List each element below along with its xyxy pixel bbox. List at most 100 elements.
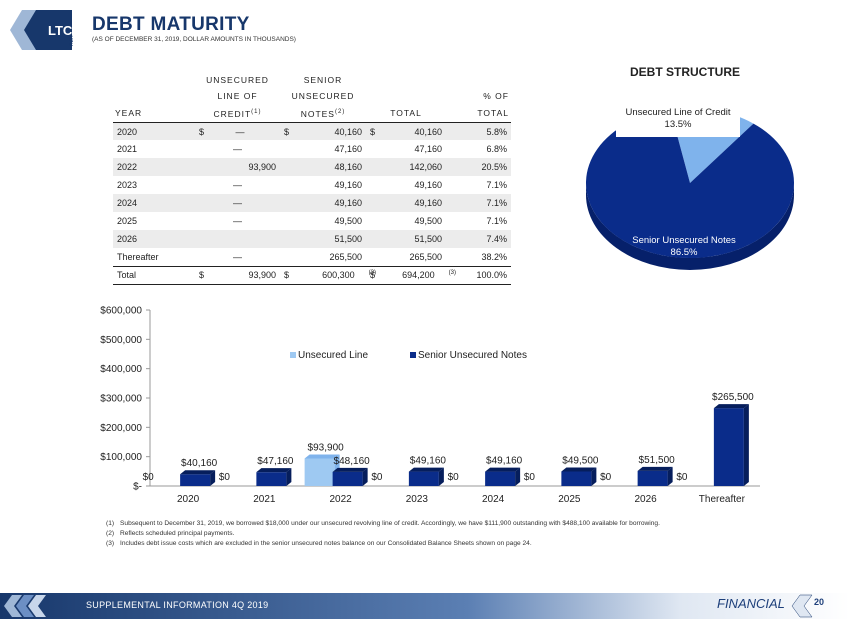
cell-year: 2025	[117, 216, 138, 227]
cell-notes: 49,160	[334, 180, 362, 191]
cell-credit	[195, 230, 280, 249]
header-credit-2: LINE OF	[217, 91, 258, 101]
cell-pct: 20.5%	[446, 158, 511, 177]
cell-pct: 38.2%	[481, 252, 507, 263]
data-label-senior-notes: $49,160	[410, 456, 447, 467]
x-tick-label: 2026	[635, 494, 658, 505]
footnote-1: (1) Subsequent to December 31, 2019, we b…	[106, 520, 660, 527]
ltc-logo: LTC REIT	[10, 10, 75, 50]
pie-label-senior-notes: Senior Unsecured Notes	[632, 235, 736, 246]
debt-maturity-bar-chart: $- $100,000 $200,000 $300,000 $400,000 $500,0…	[100, 306, 760, 505]
cell-total: 47,160	[414, 144, 442, 155]
cell-notes: 265,500	[329, 252, 362, 263]
header-notes-1: SENIOR	[303, 75, 343, 85]
page-number: 20	[814, 597, 825, 607]
data-label-senior-notes: $49,160	[486, 456, 523, 467]
data-label-unsecured-line: $0	[600, 472, 612, 483]
cell-year: 2026	[113, 230, 195, 249]
x-tick-label: 2024	[482, 494, 505, 505]
bar-senior-notes	[180, 470, 216, 486]
cell-credit: —	[233, 144, 242, 155]
cell-credit: 93,900	[195, 158, 280, 177]
cell-notes: 51,500	[280, 230, 366, 249]
cell-total: 49,500	[414, 216, 442, 227]
bar-senior-notes	[637, 466, 673, 486]
data-label-senior-notes: $51,500	[639, 455, 676, 466]
header-pct-2: TOTAL	[446, 104, 511, 123]
data-label-unsecured-line: $0	[219, 472, 231, 483]
pie-value-senior-notes: 86.5%	[671, 247, 698, 258]
bar-senior-notes	[713, 404, 749, 486]
data-label-senior-notes: $49,500	[562, 455, 599, 466]
footer-bar	[0, 593, 850, 619]
cell-total: 51,500	[366, 230, 446, 249]
cell-credit: $ —	[195, 122, 280, 141]
footnote-3: (3) Includes debt issue costs which are e…	[106, 540, 532, 547]
cell-total: $694,200 (3)	[366, 265, 456, 285]
pie-title: DEBT STRUCTURE	[630, 65, 740, 79]
y-tick-label: $400,000	[100, 364, 142, 375]
cell-year: 2022	[113, 158, 195, 177]
cell-credit: $93,900	[195, 265, 280, 285]
data-label-unsecured-line: $0	[371, 472, 383, 483]
cell-notes: $600,300 (3)	[280, 265, 376, 285]
footnotes: (1) Subsequent to December 31, 2019, we b…	[106, 519, 746, 549]
cell-year: 2020	[113, 122, 195, 141]
table-row: 2021 — 47,160 47,160 6.8%	[113, 140, 511, 158]
cell-total: $40,160	[366, 122, 446, 141]
cell-pct: 7.4%	[446, 230, 511, 249]
header-total: TOTAL	[366, 104, 446, 123]
header-credit-3: CREDIT(1)	[195, 104, 280, 123]
footer-section: FINANCIAL	[717, 596, 785, 611]
cell-credit: —	[233, 252, 242, 263]
pie-side	[586, 183, 794, 270]
x-tick-label: 2025	[558, 494, 581, 505]
x-tick-label: 2020	[177, 494, 200, 505]
cell-year: 2023	[117, 180, 138, 191]
header-notes-3: NOTES(2)	[280, 104, 366, 123]
bar-senior-notes	[256, 468, 292, 486]
x-tick-label: Thereafter	[699, 494, 746, 505]
x-tick-label: 2021	[253, 494, 276, 505]
cell-pct: 7.1%	[446, 194, 511, 213]
header-credit-1: UNSECURED	[206, 75, 269, 85]
cell-pct: 7.1%	[486, 180, 507, 191]
logo-text: LTC	[48, 23, 73, 38]
data-label-unsecured-line: $93,900	[308, 442, 345, 453]
legend-swatch	[410, 352, 416, 358]
logo-sub: REIT	[69, 35, 75, 46]
cell-year: Thereafter	[117, 252, 159, 263]
footer-supplemental: SUPPLEMENTAL INFORMATION 4Q 2019	[86, 600, 269, 610]
cell-credit: —	[233, 216, 242, 227]
cell-pct: 5.8%	[446, 122, 511, 141]
table-row: 2025 — 49,500 49,500 7.1%	[113, 212, 511, 230]
cell-pct: 7.1%	[486, 216, 507, 227]
legend-label: Senior Unsecured Notes	[418, 350, 527, 361]
cell-notes: 47,160	[334, 144, 362, 155]
footnote-2: (2) Reflects scheduled principal payments…	[106, 530, 235, 537]
header-notes-2: UNSECURED	[291, 91, 355, 101]
pie-slice-1	[586, 109, 794, 258]
pie-value-unsecured-line: 13.5%	[665, 119, 692, 130]
data-label-unsecured-line: $0	[448, 472, 460, 483]
bar-senior-notes	[561, 467, 597, 486]
table-row: Thereafter — 265,500 265,500 38.2%	[113, 248, 511, 266]
y-tick-label: $-	[133, 482, 142, 493]
cell-pct: 100.0%	[446, 265, 511, 285]
x-tick-label: 2023	[406, 494, 429, 505]
table-row: 2022 93,900 48,160 142,060 20.5%	[113, 158, 511, 177]
data-label-senior-notes: $265,500	[712, 392, 754, 403]
cell-notes: 49,500	[334, 216, 362, 227]
bar-senior-notes	[332, 467, 368, 486]
legend-label: Unsecured Line	[298, 350, 368, 361]
table-row: 2026 51,500 51,500 7.4%	[113, 230, 511, 249]
y-tick-label: $100,000	[100, 452, 142, 463]
header-year: YEAR	[113, 104, 195, 123]
table-row: 2023 — 49,160 49,160 7.1%	[113, 176, 511, 194]
y-tick-label: $300,000	[100, 394, 142, 405]
table-row: 2024—49,160 49,160 7.1%	[113, 194, 511, 213]
pie-label-bg	[616, 103, 740, 137]
header-pct-1: % OF	[483, 91, 509, 101]
cell-credit: —	[195, 194, 280, 213]
